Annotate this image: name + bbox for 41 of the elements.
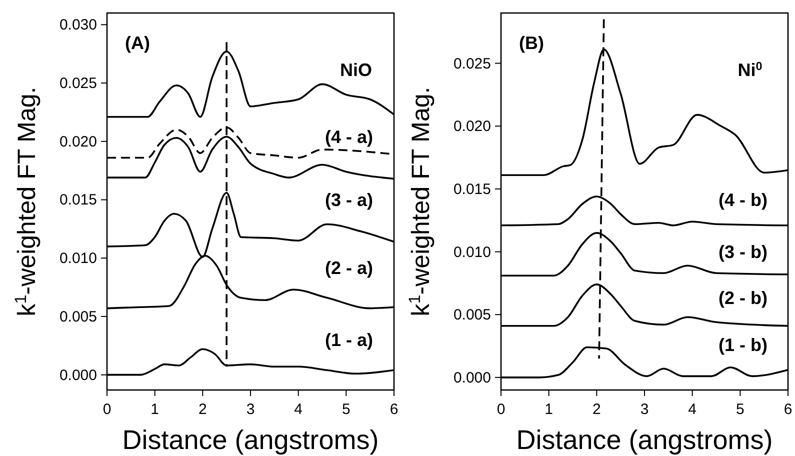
annotation: (B) bbox=[519, 33, 544, 53]
x-tick-label: 0 bbox=[496, 401, 506, 418]
y-tick-label: 0.000 bbox=[59, 366, 97, 384]
annotation: (1 - b) bbox=[718, 335, 768, 355]
x-tick-label: 3 bbox=[640, 401, 649, 418]
annotation: Ni$^{0}$ bbox=[738, 60, 763, 80]
x-axis-title: Distance (angstroms) bbox=[122, 425, 379, 455]
y-tick-label: 0.010 bbox=[453, 244, 491, 261]
x-tick-label: 1 bbox=[544, 401, 554, 418]
x-tick-label: 2 bbox=[592, 401, 601, 418]
y-tick-label: 0.030 bbox=[59, 16, 97, 34]
x-tick-label: 1 bbox=[150, 401, 160, 418]
y-tick-label: 0.010 bbox=[59, 250, 97, 268]
y-tick-label: 0.005 bbox=[453, 306, 491, 324]
x-tick-label: 2 bbox=[198, 401, 207, 418]
x-axis-title: Distance (angstroms) bbox=[516, 425, 773, 455]
x-tick-label: 3 bbox=[246, 401, 255, 418]
annotation: NiO bbox=[340, 60, 372, 80]
y-tick-label: 0.015 bbox=[59, 192, 97, 209]
y-tick-label: 0.005 bbox=[59, 308, 97, 326]
x-tick-label: 0 bbox=[102, 401, 112, 418]
annotation: (4 - b) bbox=[718, 190, 768, 210]
y-tick-label: 0.020 bbox=[453, 118, 491, 136]
annotation: (2 - a) bbox=[324, 258, 374, 278]
x-tick-label: 6 bbox=[784, 401, 792, 418]
x-tick-label: 4 bbox=[688, 401, 697, 418]
y-tick-label: 0.025 bbox=[59, 75, 97, 92]
y-tick-label: 0.000 bbox=[453, 369, 491, 386]
annotation: (3 - b) bbox=[718, 242, 768, 262]
x-tick-label: 6 bbox=[390, 401, 398, 418]
annotation: (2 - b) bbox=[718, 288, 768, 308]
annotation: (4 - a) bbox=[324, 127, 374, 147]
x-tick-label: 5 bbox=[342, 401, 350, 418]
y-tick-label: 0.015 bbox=[453, 180, 491, 198]
annotation: (1 - a) bbox=[324, 330, 374, 350]
y-tick-label: 0.020 bbox=[59, 133, 97, 150]
x-tick-label: 5 bbox=[736, 401, 744, 418]
y-tick-label: 0.025 bbox=[453, 55, 491, 72]
annotation: (A) bbox=[125, 33, 150, 53]
annotation: (3 - a) bbox=[324, 190, 374, 210]
x-tick-label: 4 bbox=[294, 401, 303, 418]
